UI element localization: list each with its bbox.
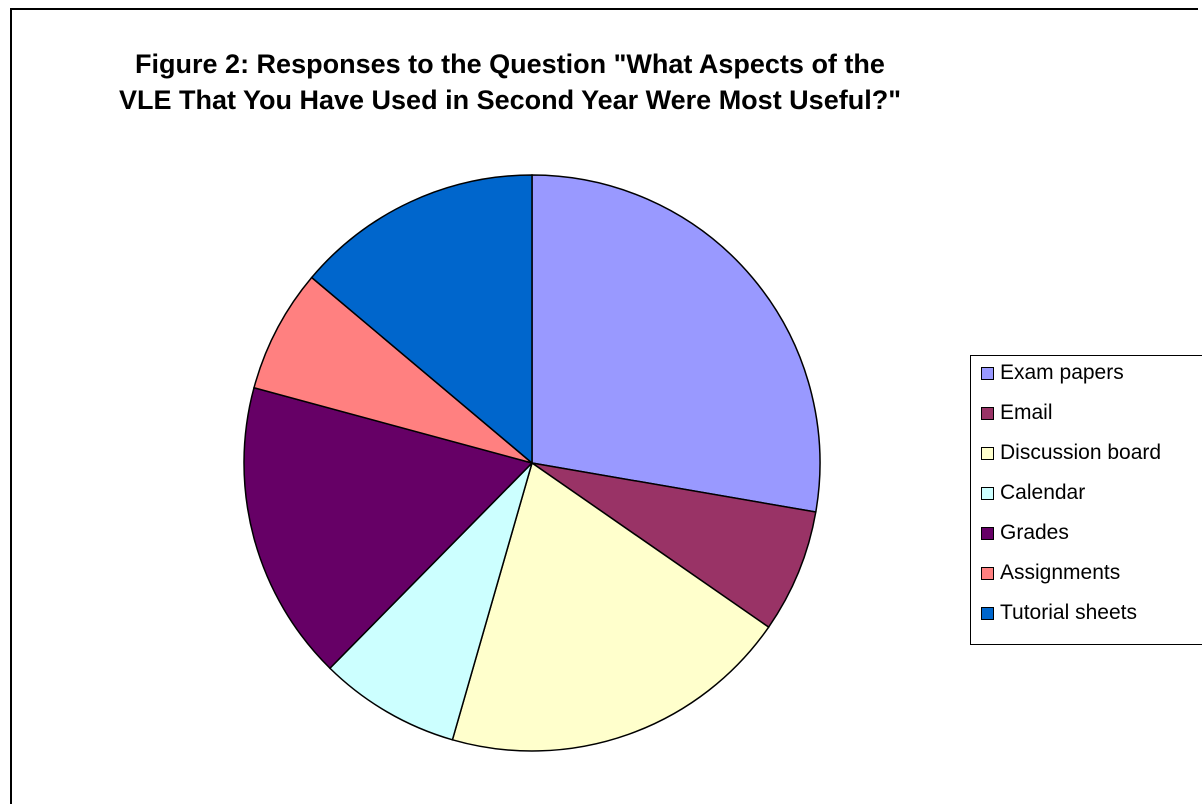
legend-swatch	[981, 526, 994, 540]
legend-label: Tutorial sheets	[1000, 601, 1137, 624]
chart-title-line-2: VLE That You Have Used in Second Year We…	[118, 85, 901, 115]
legend-label: Exam papers	[1000, 361, 1124, 384]
pie-slice-email	[531, 462, 817, 629]
legend-label: Grades	[1000, 521, 1069, 544]
chart-title: Figure 2: Responses to the Question "Wha…	[100, 46, 920, 118]
pie-slice-discussion-board	[451, 461, 770, 752]
legend-label: Assignments	[1000, 561, 1121, 584]
pie-slice-tutorial-sheets	[310, 174, 533, 465]
chart-title-line-1: Figure 2: Responses to the Question "Wha…	[135, 49, 885, 79]
pie-slice-calendar	[328, 462, 533, 741]
legend-item-discussion-board: Discussion board	[981, 438, 1161, 468]
legend-item-assignments: Assignments	[981, 558, 1120, 588]
legend-swatch	[981, 406, 994, 420]
legend-swatch	[981, 446, 994, 460]
legend-item-tutorial-sheets: Tutorial sheets	[981, 598, 1137, 628]
chart-legend: Exam papers Email Discussion board Calendar…	[970, 355, 1202, 645]
legend-swatch	[981, 566, 994, 580]
legend-swatch	[981, 606, 994, 620]
legend-item-grades: Grades	[981, 518, 1069, 548]
legend-swatch	[981, 486, 994, 500]
legend-label: Calendar	[1000, 481, 1086, 504]
pie-slice-grades	[243, 386, 534, 670]
legend-item-exam-papers: Exam papers	[981, 358, 1124, 388]
legend-label: Discussion board	[1000, 441, 1162, 464]
pie-slice-exam-papers	[531, 174, 821, 513]
legend-item-email: Email	[981, 398, 1053, 428]
legend-swatch	[981, 366, 994, 380]
pie-slice-assignments	[253, 276, 533, 464]
legend-item-calendar: Calendar	[981, 478, 1085, 508]
legend-label: Email	[1000, 401, 1053, 424]
